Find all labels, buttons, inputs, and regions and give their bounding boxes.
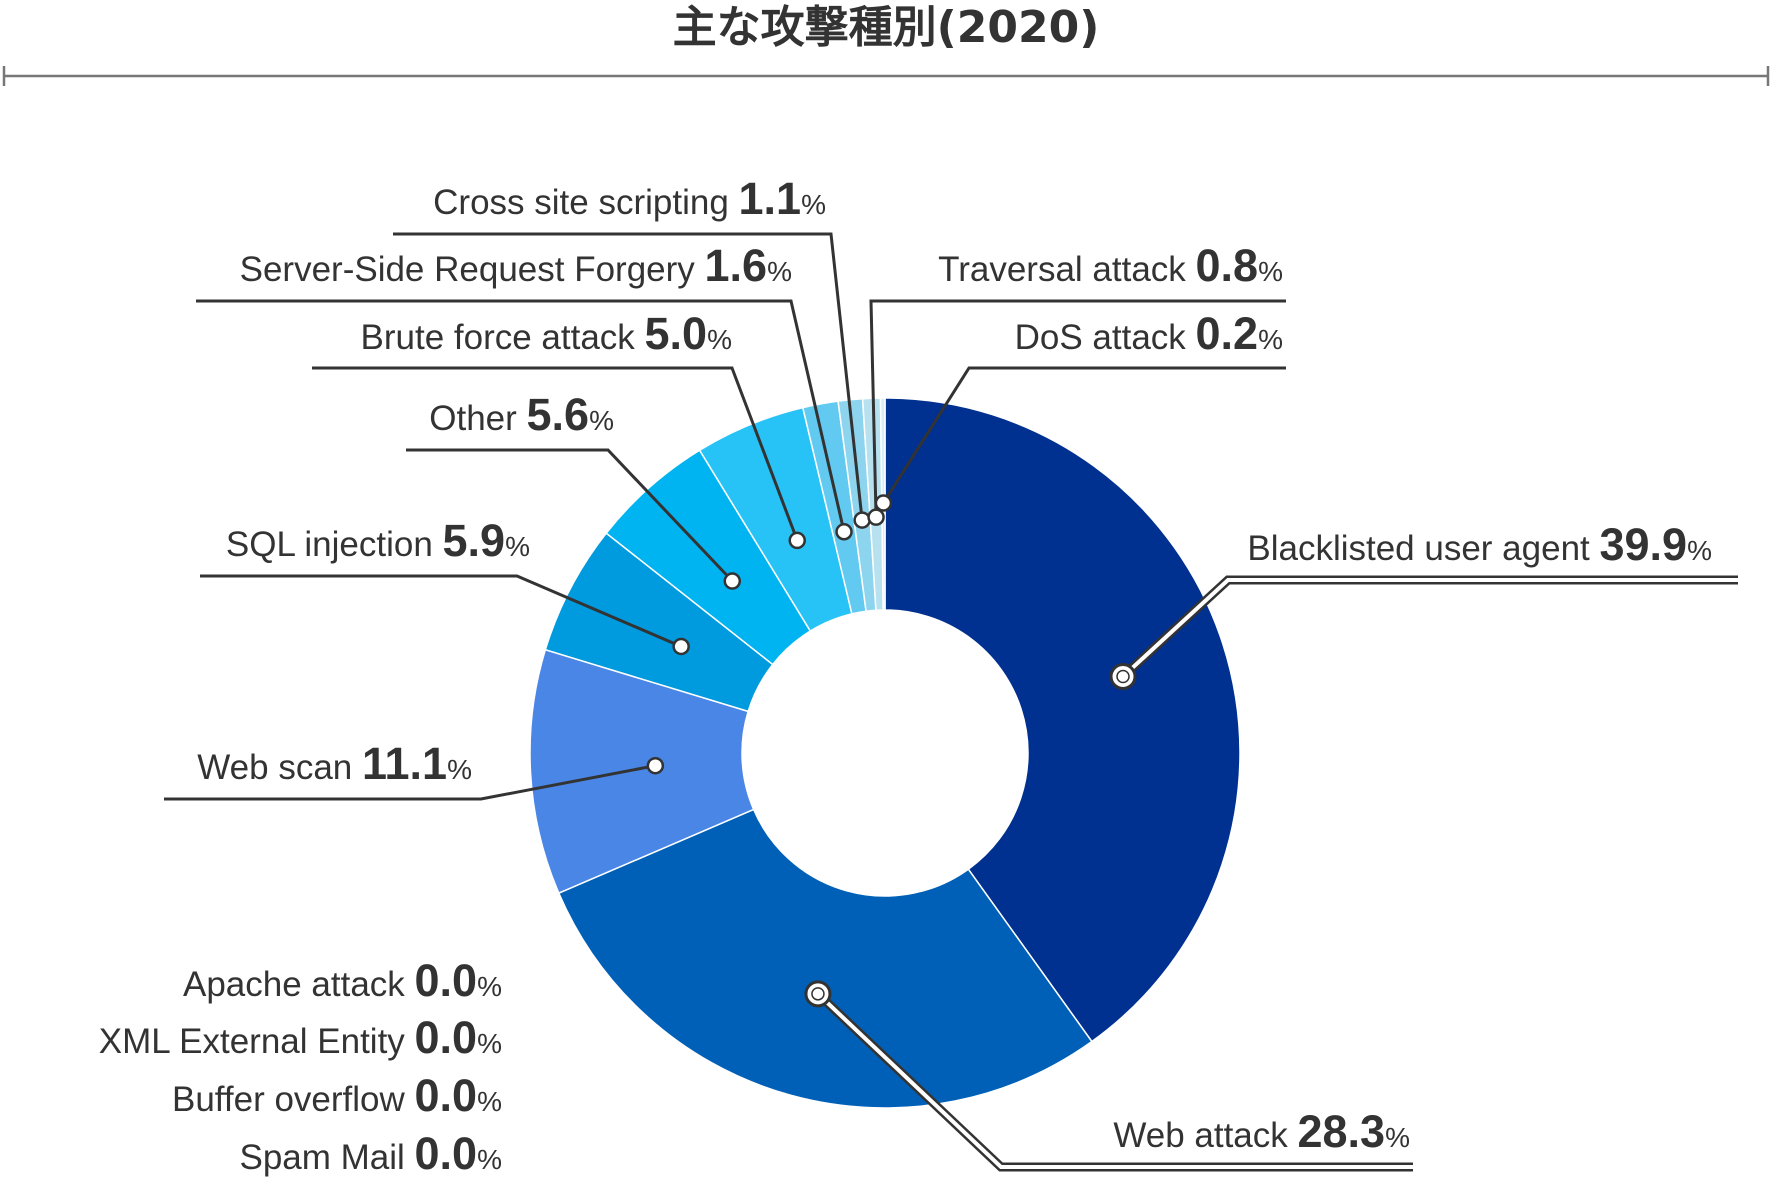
label-name-buffer-overflow: Buffer overflow bbox=[172, 1080, 415, 1119]
label-name-web-attack: Web attack bbox=[1113, 1116, 1297, 1155]
leader-dot-core-web-attack bbox=[811, 987, 825, 1001]
label-value-traversal-attack: 0.8 bbox=[1196, 240, 1259, 291]
label-unit-blacklisted-user-agent: % bbox=[1687, 535, 1712, 566]
leader-brute-force-attack bbox=[312, 366, 799, 541]
title-rule bbox=[2, 66, 1770, 86]
leader-dot-sql-injection bbox=[672, 637, 690, 656]
label-name-brute-force-attack: Brute force attack bbox=[361, 318, 645, 357]
label-value-spam-mail: 0.0 bbox=[415, 1128, 478, 1179]
label-unit-web-scan: % bbox=[447, 754, 472, 785]
label-name-traversal-attack: Traversal attack bbox=[938, 250, 1195, 289]
leader-dot-other bbox=[723, 572, 742, 590]
slice-blacklisted-user-agent bbox=[884, 397, 1241, 1043]
label-name-sql-injection: SQL injection bbox=[226, 525, 443, 564]
label-value-other: 5.6 bbox=[527, 389, 590, 440]
label-unit-spam-mail: % bbox=[477, 1144, 502, 1175]
label-name-spam-mail: Spam Mail bbox=[239, 1138, 414, 1177]
label-value-buffer-overflow: 0.0 bbox=[415, 1070, 478, 1121]
label-brute-force-attack: Brute force attack 5.0% bbox=[361, 308, 733, 359]
leader-cross-site-scripting bbox=[393, 232, 864, 521]
leader-dos-attack bbox=[882, 366, 1286, 504]
label-dos-attack: DoS attack 0.2% bbox=[1015, 308, 1283, 359]
label-unit-brute-force-attack: % bbox=[707, 324, 732, 355]
leader-inner-web-attack bbox=[816, 992, 1413, 1169]
label-server-side-request-forgery: Server-Side Request Forgery 1.6% bbox=[240, 240, 792, 291]
leader-web-scan bbox=[164, 764, 656, 801]
leader-lines bbox=[164, 232, 1738, 1172]
leader-dot-server-side-request-forgery bbox=[835, 523, 853, 541]
chart-title: 主な攻撃種別(2020) bbox=[673, 2, 1100, 53]
label-unit-apache-attack: % bbox=[477, 971, 502, 1002]
label-unit-dos-attack: % bbox=[1258, 324, 1283, 355]
label-name-blacklisted-user-agent: Blacklisted user agent bbox=[1247, 529, 1599, 568]
label-blacklisted-user-agent: Blacklisted user agent 39.9% bbox=[1247, 519, 1712, 570]
label-name-server-side-request-forgery: Server-Side Request Forgery bbox=[240, 250, 705, 289]
leader-traversal-attack bbox=[869, 299, 1286, 518]
label-value-xml-external-entity: 0.0 bbox=[415, 1012, 478, 1063]
label-value-apache-attack: 0.0 bbox=[415, 955, 478, 1006]
label-buffer-overflow: Buffer overflow 0.0% bbox=[172, 1070, 502, 1121]
label-value-blacklisted-user-agent: 39.9 bbox=[1600, 519, 1688, 570]
label-web-scan: Web scan 11.1% bbox=[197, 738, 472, 789]
label-sql-injection: SQL injection 5.9% bbox=[226, 515, 530, 566]
label-apache-attack: Apache attack 0.0% bbox=[183, 955, 502, 1006]
label-unit-sql-injection: % bbox=[505, 531, 530, 562]
label-value-sql-injection: 5.9 bbox=[443, 515, 506, 566]
label-other: Other 5.6% bbox=[429, 389, 614, 440]
leader-dot-dos-attack bbox=[874, 494, 893, 512]
label-unit-other: % bbox=[589, 405, 614, 436]
label-spam-mail: Spam Mail 0.0% bbox=[239, 1128, 502, 1179]
label-traversal-attack: Traversal attack 0.8% bbox=[938, 240, 1283, 291]
leader-other bbox=[406, 448, 734, 583]
slice-labels: Blacklisted user agent 39.9%Web attack 2… bbox=[99, 173, 1712, 1179]
label-value-brute-force-attack: 5.0 bbox=[645, 308, 708, 359]
label-unit-buffer-overflow: % bbox=[477, 1086, 502, 1117]
label-web-attack: Web attack 28.3% bbox=[1113, 1106, 1410, 1157]
label-name-web-scan: Web scan bbox=[197, 748, 362, 787]
label-cross-site-scripting: Cross site scripting 1.1% bbox=[433, 173, 826, 224]
label-name-apache-attack: Apache attack bbox=[183, 965, 415, 1004]
leader-inner-blacklisted-user-agent bbox=[1121, 578, 1738, 678]
label-unit-traversal-attack: % bbox=[1258, 256, 1283, 287]
label-unit-server-side-request-forgery: % bbox=[767, 256, 792, 287]
label-unit-xml-external-entity: % bbox=[477, 1028, 502, 1059]
label-value-cross-site-scripting: 1.1 bbox=[739, 173, 802, 224]
label-name-dos-attack: DoS attack bbox=[1015, 318, 1196, 357]
leader-dot-core-blacklisted-user-agent bbox=[1116, 669, 1130, 684]
leader-server-side-request-forgery bbox=[196, 299, 846, 533]
label-value-dos-attack: 0.2 bbox=[1196, 308, 1259, 359]
label-value-web-attack: 28.3 bbox=[1298, 1106, 1386, 1157]
leader-dot-traversal-attack bbox=[867, 508, 885, 526]
label-value-web-scan: 11.1 bbox=[362, 738, 447, 789]
leader-dot-brute-force-attack bbox=[788, 531, 806, 550]
leader-sql-injection bbox=[200, 574, 682, 648]
label-name-cross-site-scripting: Cross site scripting bbox=[433, 183, 738, 222]
slice-web-scan bbox=[529, 648, 755, 895]
label-xml-external-entity: XML External Entity 0.0% bbox=[99, 1012, 502, 1063]
label-name-other: Other bbox=[429, 399, 526, 438]
leader-dot-web-scan bbox=[646, 756, 665, 775]
label-name-xml-external-entity: XML External Entity bbox=[99, 1022, 415, 1061]
label-value-server-side-request-forgery: 1.6 bbox=[705, 240, 768, 291]
label-unit-cross-site-scripting: % bbox=[801, 189, 826, 220]
label-unit-web-attack: % bbox=[1385, 1122, 1410, 1153]
leader-dot-cross-site-scripting bbox=[853, 511, 871, 529]
